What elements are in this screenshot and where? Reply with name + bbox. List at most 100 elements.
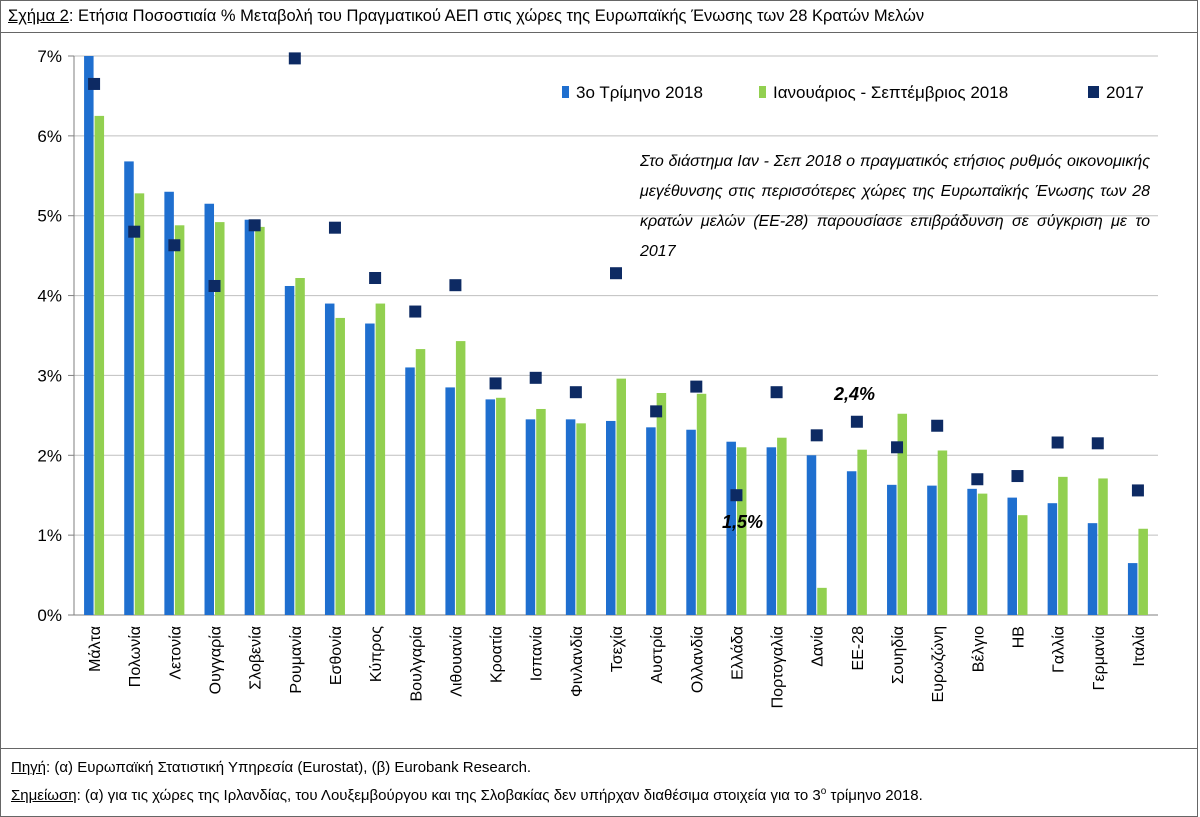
marker-2017-24 xyxy=(1051,436,1064,449)
y-tick-label: 4% xyxy=(37,287,62,306)
x-tick-label: Μάλτα xyxy=(87,626,104,672)
annotation-greece: 1,5% xyxy=(722,512,763,532)
x-tick-label: Ιταλία xyxy=(1131,626,1148,667)
footer: Πηγή: (α) Ευρωπαϊκή Στατιστική Υπηρεσία … xyxy=(0,748,1198,817)
bar-q3-17 xyxy=(766,447,777,615)
bar-ytd-17 xyxy=(777,437,787,615)
legend-swatch-q3 xyxy=(562,86,569,98)
marker-2017-11 xyxy=(529,371,542,384)
marker-2017-3 xyxy=(208,279,221,292)
marker-2017-16 xyxy=(730,489,743,502)
source-text: : (α) Ευρωπαϊκή Στατιστική Υπηρεσία (Eur… xyxy=(46,759,532,776)
marker-2017-15 xyxy=(690,380,703,393)
x-tick-label: Δανία xyxy=(810,626,827,667)
bar-ytd-1 xyxy=(134,193,145,615)
y-tick-label: 0% xyxy=(37,606,62,625)
bar-q3-20 xyxy=(887,484,897,615)
bar-ytd-18 xyxy=(817,587,827,615)
bar-ytd-15 xyxy=(696,393,707,615)
marker-2017-4 xyxy=(248,219,261,232)
legend-swatch-ytd xyxy=(759,86,766,98)
y-tick-label: 7% xyxy=(37,47,62,66)
marker-2017-9 xyxy=(449,279,462,292)
source-label: Πηγή xyxy=(11,759,47,776)
bar-q3-6 xyxy=(324,303,335,615)
x-tick-label: ΗΒ xyxy=(1010,626,1027,648)
bar-q3-26 xyxy=(1127,563,1138,615)
bar-ytd-4 xyxy=(255,226,265,615)
legend: 3ο Τρίμηνο 2018 Ιανουάριος - Σεπτέμβριος … xyxy=(562,83,1144,102)
x-tick-label: Γαλλία xyxy=(1051,626,1068,673)
figure-label: Σχήμα 2 xyxy=(8,7,69,25)
y-axis-ticks: 0% 1% 2% 3% 4% 5% 6% 7% xyxy=(37,47,62,625)
legend-label-q3: 3ο Τρίμηνο 2018 xyxy=(576,83,703,102)
bar-ytd-10 xyxy=(496,397,506,615)
bar-q3-10 xyxy=(485,399,496,615)
bar-ytd-21 xyxy=(937,450,948,615)
bar-ytd-7 xyxy=(375,303,386,615)
y-tick-label: 1% xyxy=(37,526,62,545)
bar-ytd-23 xyxy=(1017,515,1028,615)
annotation-eu28: 2,4% xyxy=(833,384,875,404)
marker-2017-13 xyxy=(610,267,622,280)
bar-q3-8 xyxy=(405,367,415,615)
bar-ytd-19 xyxy=(857,449,867,615)
x-tick-label: Ευρωζώνη xyxy=(930,626,947,702)
x-tick-label: Πολωνία xyxy=(127,626,144,687)
bar-q3-21 xyxy=(927,485,937,615)
bar-q3-11 xyxy=(525,419,536,615)
x-tick-label: Σλοβενία xyxy=(248,626,265,690)
marker-2017-19 xyxy=(850,415,863,428)
marker-2017-14 xyxy=(650,405,663,418)
x-tick-label: Λιθουανία xyxy=(448,626,465,697)
marker-2017-21 xyxy=(931,419,944,432)
bar-q3-12 xyxy=(565,419,576,615)
x-tick-label: Κύπρος xyxy=(368,626,385,682)
marker-2017-26 xyxy=(1131,484,1144,497)
bar-q3-25 xyxy=(1087,523,1098,615)
bar-ytd-0 xyxy=(94,115,105,616)
bar-q3-24 xyxy=(1047,503,1058,615)
bar-q3-15 xyxy=(686,429,696,615)
x-tick-label: Ολλανδία xyxy=(689,626,706,693)
x-tick-label: Βουλγαρία xyxy=(408,626,425,701)
bar-q3-7 xyxy=(365,323,375,615)
marker-2017-25 xyxy=(1091,437,1104,450)
x-axis-labels: Μάλτα Πολωνία Λετονία Ουγγαρία Σλοβενία Ρουμα… xyxy=(87,626,1148,709)
note-label: Σημείωση xyxy=(11,787,77,804)
bar-q3-18 xyxy=(806,455,817,615)
marker-2017-10 xyxy=(489,377,502,390)
figure-title: : Ετήσια Ποσοστιαία % Μεταβολή του Πραγμ… xyxy=(68,7,925,25)
y-tick-label: 6% xyxy=(37,127,62,146)
bar-q3-5 xyxy=(284,285,295,615)
x-tick-label: Φινλανδία xyxy=(569,626,586,697)
marker-2017-23 xyxy=(1011,470,1024,483)
bar-q3-22 xyxy=(967,488,977,615)
marker-2017-2 xyxy=(168,239,181,252)
bar-ytd-22 xyxy=(977,493,988,615)
bar-ytd-13 xyxy=(616,378,626,615)
bar-ytd-8 xyxy=(415,349,426,615)
grid-lines xyxy=(68,55,1158,616)
bar-series xyxy=(84,56,1148,616)
x-tick-label: Πορτογαλία xyxy=(770,626,787,708)
bar-ytd-24 xyxy=(1058,476,1068,615)
chart-note: Στο διάστημα Ιαν - Σεπ 2018 ο πραγματικό… xyxy=(640,153,1150,260)
marker-2017-1 xyxy=(128,225,141,238)
bar-ytd-5 xyxy=(295,278,305,615)
marker-2017-5 xyxy=(288,52,301,65)
bar-q3-0 xyxy=(84,56,94,615)
marker-2017-22 xyxy=(971,473,984,486)
marker-2017-18 xyxy=(810,429,823,442)
x-tick-label: Τσεχία xyxy=(609,626,626,672)
bar-ytd-26 xyxy=(1138,528,1148,615)
bar-ytd-14 xyxy=(656,392,667,615)
bar-ytd-9 xyxy=(455,341,466,615)
bar-q3-1 xyxy=(124,161,134,615)
x-tick-label: Ουγγαρία xyxy=(208,626,225,694)
source-line: Πηγή: (α) Ευρωπαϊκή Στατιστική Υπηρεσία … xyxy=(11,759,531,776)
x-tick-label: Λετονία xyxy=(167,626,184,680)
bar-ytd-12 xyxy=(576,423,586,615)
x-tick-label: Εσθονία xyxy=(328,626,345,685)
